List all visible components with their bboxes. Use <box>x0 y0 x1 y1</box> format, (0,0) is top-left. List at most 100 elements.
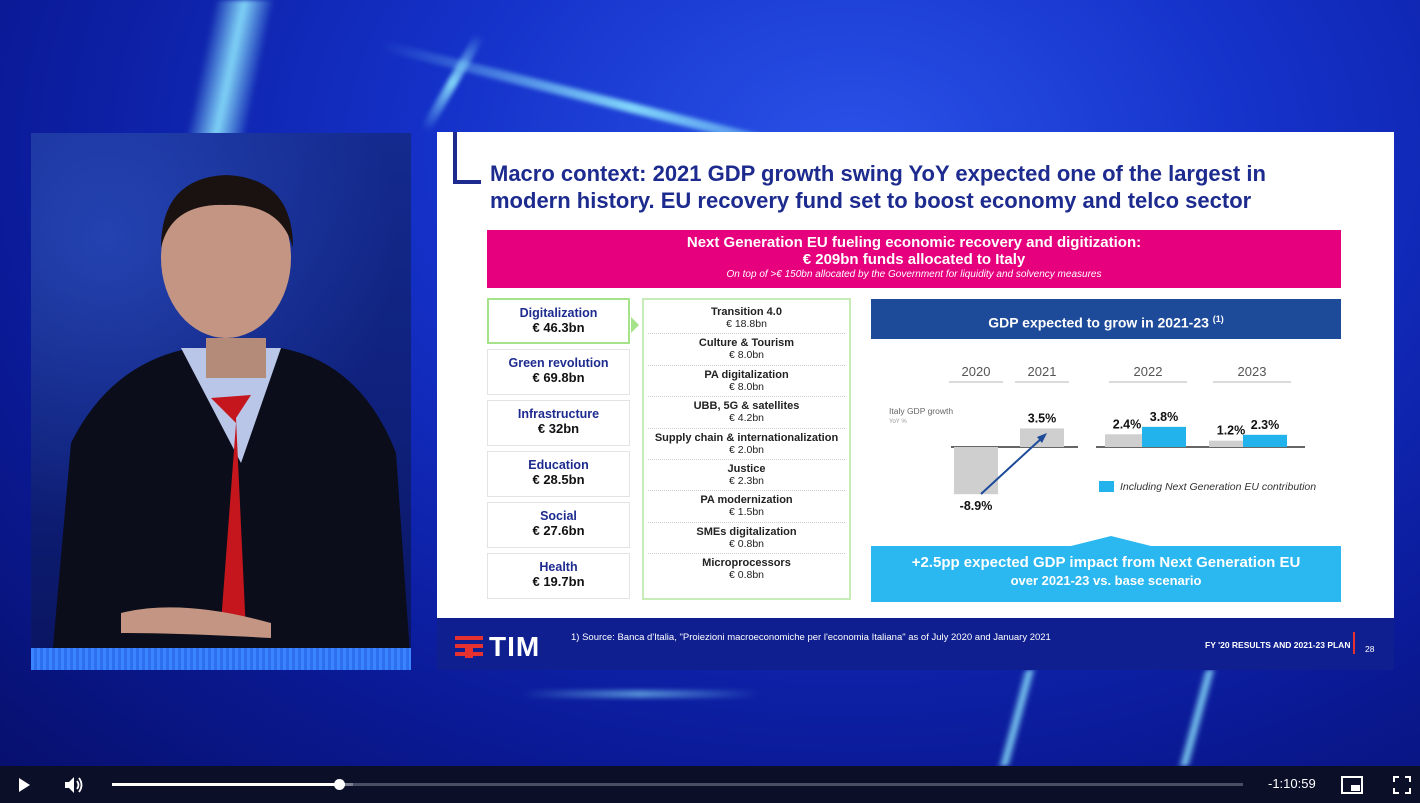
seek-bar-handle[interactable] <box>334 779 346 790</box>
tim-logo-text: TIM <box>489 631 541 662</box>
category-name: Infrastructure <box>517 407 600 421</box>
digital-item: Supply chain & internationalization € 2.0… <box>648 429 845 460</box>
category-value: € 27.6bn <box>532 523 585 538</box>
digital-item: Justice € 2.3bn <box>648 460 845 492</box>
category-value: € 46.3bn <box>532 320 585 335</box>
footer-separator <box>1353 632 1355 654</box>
tim-logo-mark <box>455 634 483 658</box>
play-button[interactable] <box>12 773 36 797</box>
impact-pointer <box>871 536 1341 546</box>
category-name: Social <box>540 509 577 523</box>
tim-logo: TIM <box>455 631 540 663</box>
category-name: Education <box>528 458 589 472</box>
volume-button[interactable] <box>62 773 86 797</box>
digital-item-value: € 4.2bn <box>728 412 765 425</box>
picture-in-picture-icon <box>1341 776 1363 794</box>
gdp-chart: Italy GDP growth YoY % 2020 -8.9% 2021 3.5% 20… <box>871 352 1341 542</box>
slide-title-line1: Macro context: 2021 GDP growth swing YoY… <box>490 161 1266 186</box>
digital-item: Culture & Tourism € 8.0bn <box>648 334 845 366</box>
digitalization-breakdown: Transition 4.0 € 18.8bn Culture & Tourism… <box>642 298 851 600</box>
seek-bar[interactable] <box>112 779 1243 790</box>
impact-line1: +2.5pp expected GDP impact from Next Gen… <box>911 554 1301 571</box>
category-health: Health € 19.7bn <box>487 553 630 599</box>
fullscreen-button[interactable] <box>1390 773 1414 797</box>
category-name: Green revolution <box>508 356 609 370</box>
footer-source: 1) Source: Banca d'Italia, "Proiezioni m… <box>571 632 1051 643</box>
gdp-chart-header: GDP expected to grow in 2021-23 (1) <box>871 299 1341 339</box>
digital-item-value: € 8.0bn <box>728 349 765 362</box>
impact-line2: over 2021-23 vs. base scenario <box>1010 573 1202 588</box>
gdp-bar-label: 1.2% <box>1217 424 1246 438</box>
time-remaining: -1:10:59 <box>1268 776 1316 791</box>
funding-categories: Digitalization € 46.3bn Green revolution… <box>487 298 630 604</box>
title-bracket <box>453 132 481 184</box>
digital-item: PA modernization € 1.5bn <box>648 491 845 523</box>
fullscreen-icon <box>1393 776 1411 794</box>
category-value: € 32bn <box>537 421 580 436</box>
digital-item-name: SMEs digitalization <box>696 525 797 538</box>
digital-item-value: € 8.0bn <box>728 380 765 393</box>
video-player-controls: -1:10:59 <box>0 766 1420 803</box>
category-name: Digitalization <box>519 306 598 320</box>
gdp-impact-box: +2.5pp expected GDP impact from Next Gen… <box>871 546 1341 602</box>
gdp-ylabel: Italy GDP growth <box>889 406 953 416</box>
digital-item-name: UBB, 5G & satellites <box>693 400 800 413</box>
speaker-figure <box>51 175 411 670</box>
digital-item: PA digitalization € 8.0bn <box>648 366 845 398</box>
digital-item-value: € 2.0bn <box>728 443 765 456</box>
digital-item-value: € 1.5bn <box>728 506 765 519</box>
gdp-header-note: (1) <box>1212 314 1224 324</box>
digital-item-name: Justice <box>727 462 766 475</box>
gdp-bar-ngeu <box>1142 426 1186 447</box>
digital-item-name: Culture & Tourism <box>698 337 795 350</box>
presentation-slide: Macro context: 2021 GDP growth swing YoY… <box>437 132 1394 670</box>
footer-plan: FY '20 RESULTS AND 2021-23 PLAN <box>1205 640 1351 650</box>
page-number: 28 <box>1365 644 1375 654</box>
digital-item: SMEs digitalization € 0.8bn <box>648 523 845 555</box>
seek-bar-played <box>112 783 340 786</box>
category-education: Education € 28.5bn <box>487 451 630 497</box>
digital-item: UBB, 5G & satellites € 4.2bn <box>648 397 845 429</box>
picture-in-picture-button[interactable] <box>1340 773 1364 797</box>
gdp-bar-label-ngeu: 3.8% <box>1150 410 1179 424</box>
gdp-yunit: YoY % <box>889 419 907 425</box>
gdp-bar-ngeu <box>1243 434 1287 447</box>
gdp-bar-base <box>954 447 998 495</box>
digital-item-value: € 18.8bn <box>726 318 767 330</box>
banner-line2: € 209bn funds allocated to Italy <box>802 251 1026 268</box>
digital-item-name: Microprocessors <box>702 557 791 570</box>
digital-item-name: PA digitalization <box>704 368 789 381</box>
play-icon <box>19 778 30 792</box>
gdp-year-label: 2022 <box>1134 364 1163 379</box>
gdp-growth-arrow-line <box>980 436 1044 495</box>
gdp-legend-label: Including Next Generation EU contributio… <box>1120 481 1316 493</box>
digital-item: Transition 4.0 € 18.8bn <box>648 303 845 335</box>
category-green-revolution: Green revolution € 69.8bn <box>487 349 630 395</box>
digital-item-value: € 0.8bn <box>728 537 765 550</box>
slide-title-line2: modern history. EU recovery fund set to … <box>490 188 1252 213</box>
gdp-bar-label: 3.5% <box>1028 411 1057 425</box>
gdp-year-label: 2020 <box>962 364 991 379</box>
gdp-growth-arrow-head <box>1037 433 1047 443</box>
gdp-year-label: 2021 <box>1028 364 1057 379</box>
gdp-chart-svg: Italy GDP growth YoY % 2020 -8.9% 2021 3.5% 20… <box>889 364 1316 513</box>
speaker-video-feed <box>31 133 411 670</box>
digital-item: Microprocessors € 0.8bn <box>648 554 845 585</box>
volume-icon <box>65 777 83 793</box>
digital-item-value: € 2.3bn <box>728 474 765 487</box>
gdp-header-text: GDP expected to grow in 2021-23 <box>988 314 1209 331</box>
expand-arrow-icon <box>631 317 639 333</box>
category-digitalization: Digitalization € 46.3bn <box>487 298 630 344</box>
category-infrastructure: Infrastructure € 32bn <box>487 400 630 446</box>
gdp-bar-label-ngeu: 2.3% <box>1251 418 1280 432</box>
gdp-bar-label: 2.4% <box>1113 417 1142 431</box>
gdp-bar-base <box>1209 440 1253 447</box>
category-value: € 69.8bn <box>532 370 585 385</box>
gdp-bar-label: -8.9% <box>960 499 993 513</box>
gdp-legend-swatch <box>1099 481 1114 492</box>
ngeu-banner: Next Generation EU fueling economic reco… <box>487 230 1341 288</box>
digital-item-name: PA modernization <box>700 494 793 507</box>
digital-item-value: € 0.8bn <box>728 569 765 582</box>
category-social: Social € 27.6bn <box>487 502 630 548</box>
category-value: € 19.7bn <box>532 574 585 589</box>
